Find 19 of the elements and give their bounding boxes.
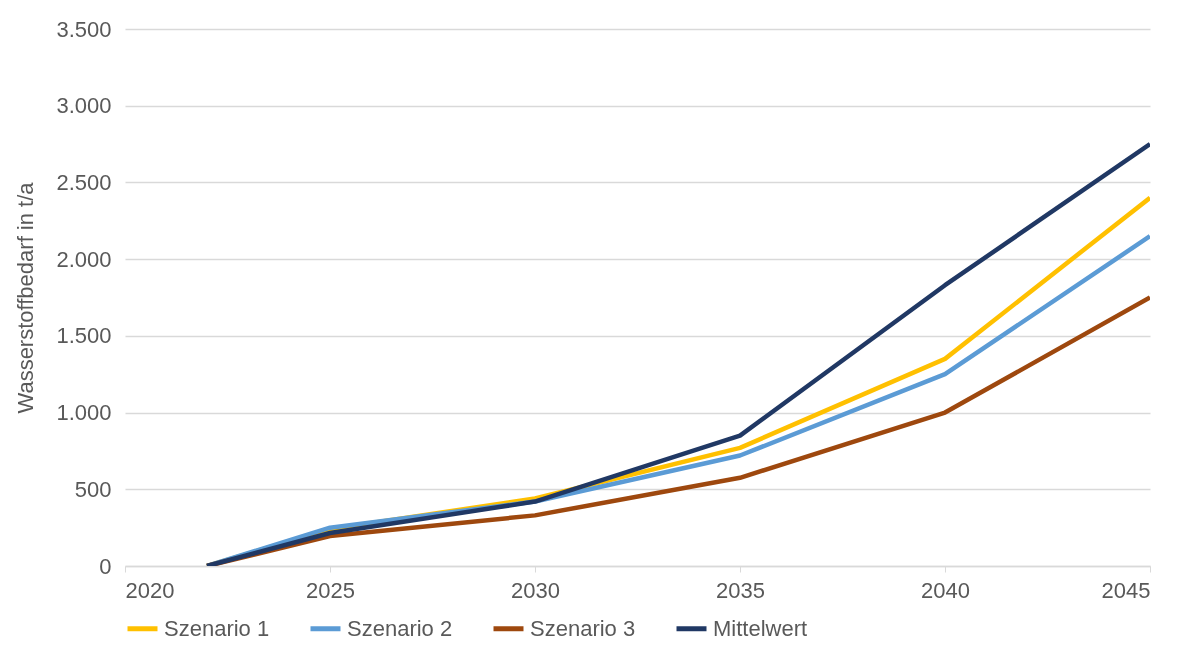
y-tick-label: 1.500 xyxy=(56,323,112,349)
legend-label: Szenario 1 xyxy=(164,615,270,641)
legend-label: Mittelwert xyxy=(713,615,808,641)
y-tick-label: 3.500 xyxy=(56,16,112,42)
y-tick-label: 0 xyxy=(99,553,112,579)
y-tick-label: 1.000 xyxy=(56,400,112,426)
x-tick-label: 2030 xyxy=(511,577,560,603)
y-tick-label: 2.000 xyxy=(56,246,112,272)
x-tick-label: 2045 xyxy=(1101,577,1151,603)
y-axis-title: Wasserstoffbedarf in t/a xyxy=(13,181,39,414)
y-tick-label: 3.000 xyxy=(56,93,112,119)
y-tick-label: 500 xyxy=(74,476,112,502)
legend-label: Szenario 2 xyxy=(347,615,453,641)
x-tick-label: 2020 xyxy=(125,577,175,603)
x-tick-label: 2025 xyxy=(306,577,355,603)
x-tick-label: 2040 xyxy=(921,577,970,603)
legend-label: Szenario 3 xyxy=(530,615,636,641)
x-tick-label: 2035 xyxy=(716,577,765,603)
y-tick-label: 2.500 xyxy=(56,169,112,195)
